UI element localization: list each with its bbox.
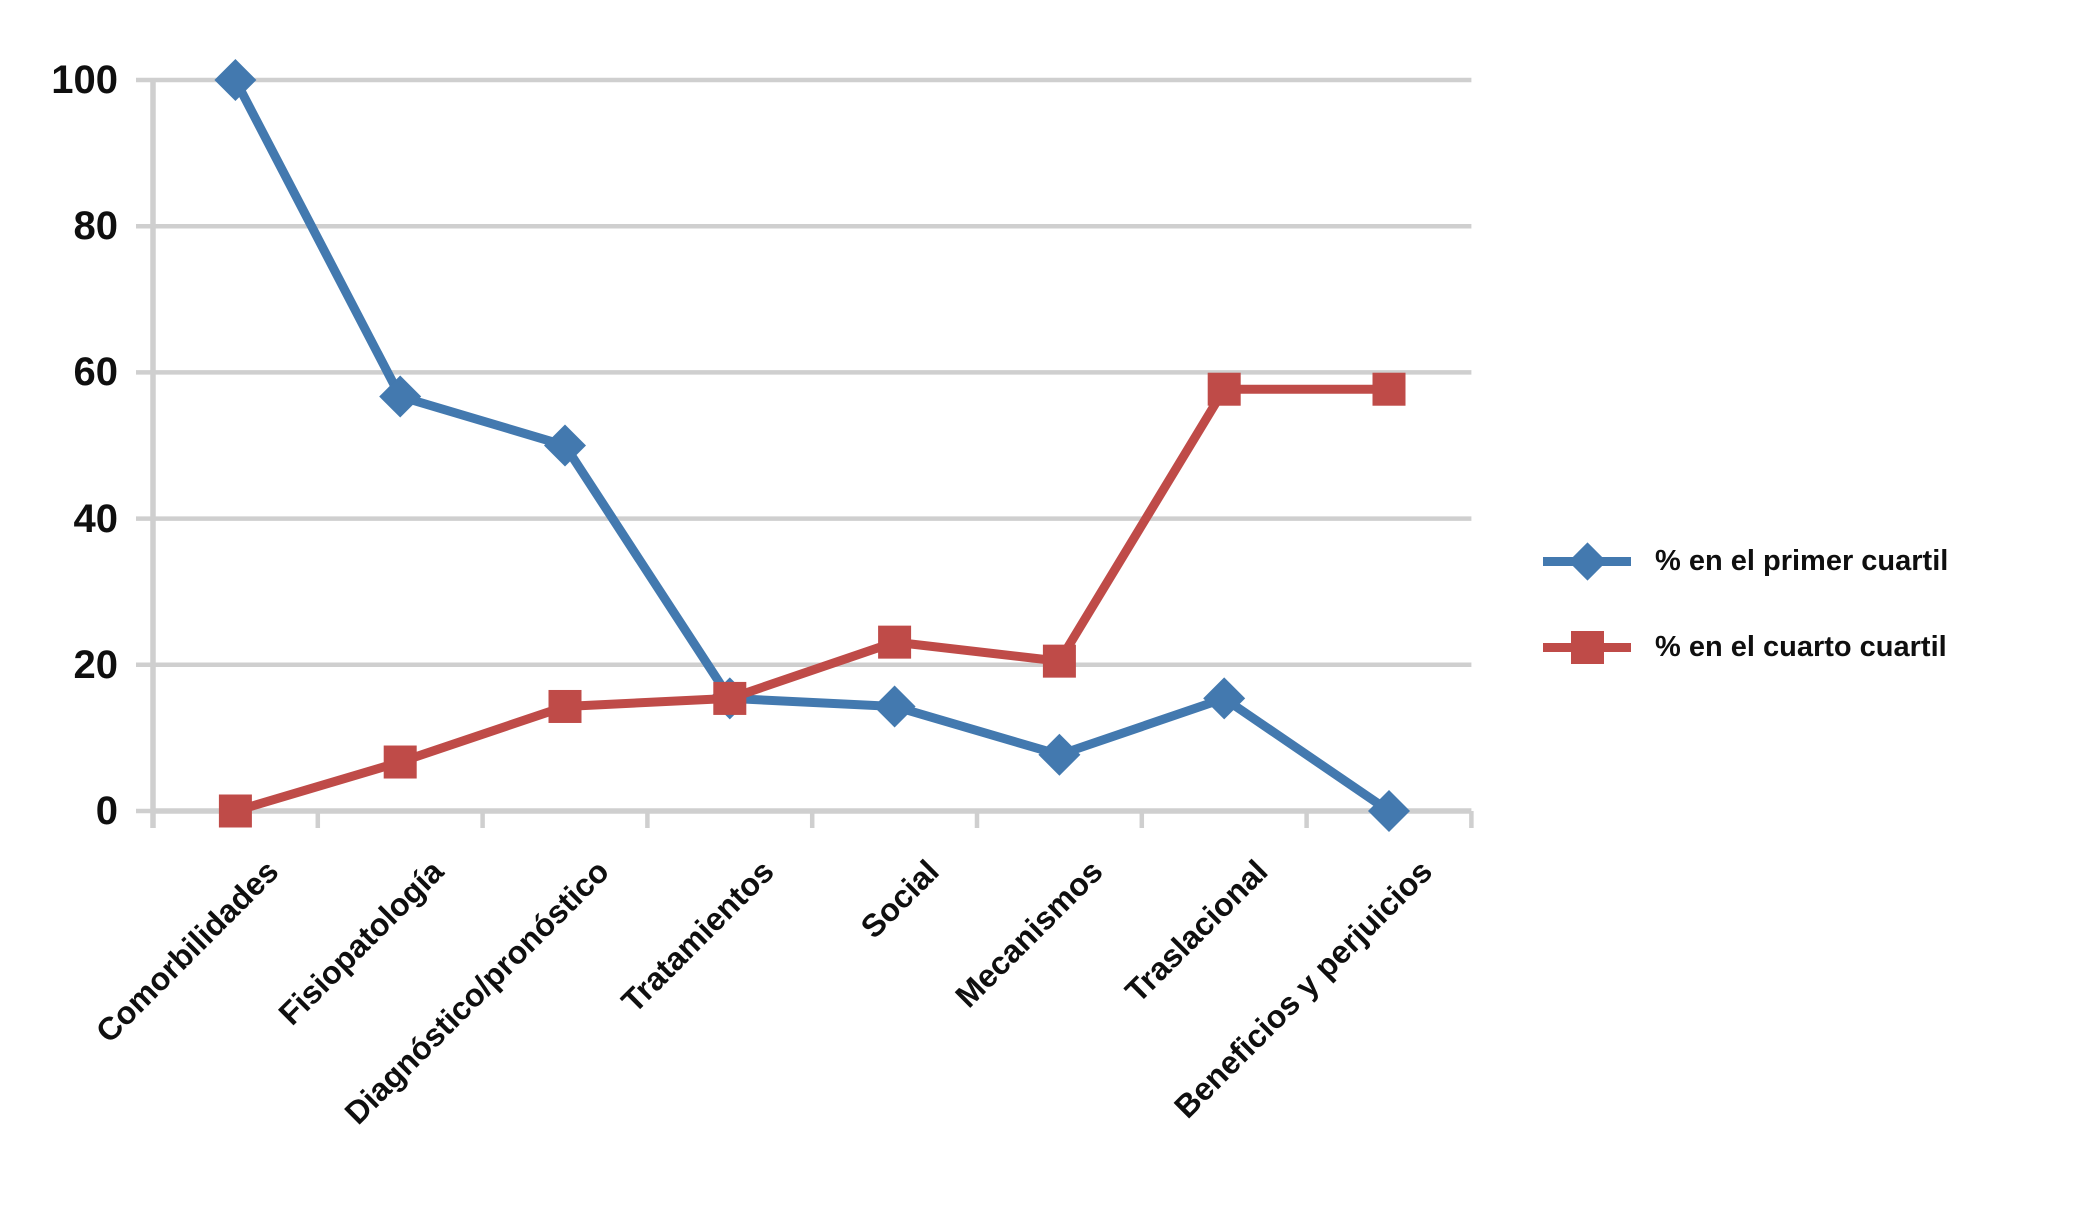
legend-item-primer-cuartil: % en el primer cuartil [1543,540,1948,582]
series-line [231,77,1392,815]
series-line [234,384,1389,816]
y-axis-tick-label: 40 [73,497,119,541]
data-point-diamond [1368,790,1410,832]
legend-label: % en el cuarto cuartil [1655,630,1947,663]
y-axis-tick-label: 0 [95,789,118,833]
data-point-diamond [379,375,422,418]
data-point-square [713,681,747,715]
data-point-square [1207,372,1241,406]
y-axis-tick-label: 100 [51,58,118,102]
y-axis-tick-label: 60 [73,350,119,394]
data-point-diamond [1203,677,1246,720]
data-point-square [218,794,252,828]
y-axis-tick-label: 80 [73,204,119,248]
legend-label: % en el primer cuartil [1655,544,1949,577]
legend-marker [1543,540,1631,582]
blue-diamond-icon [1567,541,1607,581]
data-point-square [383,745,417,779]
legend-marker [1543,626,1631,668]
data-point-square [878,625,912,659]
data-point-diamond [214,59,257,101]
data-point-square [1372,372,1406,406]
legend: % en el primer cuartil % en el cuarto cu… [1543,540,1948,668]
legend-item-cuarto-cuartil: % en el cuarto cuartil [1543,626,1948,668]
data-point-diamond [873,685,916,728]
data-point-diamond [544,424,586,467]
y-axis-tick-label: 20 [73,643,119,687]
data-point-square [1042,644,1076,678]
data-point-diamond [1038,733,1081,776]
data-point-square [548,689,582,723]
red-square-icon [1570,630,1604,664]
